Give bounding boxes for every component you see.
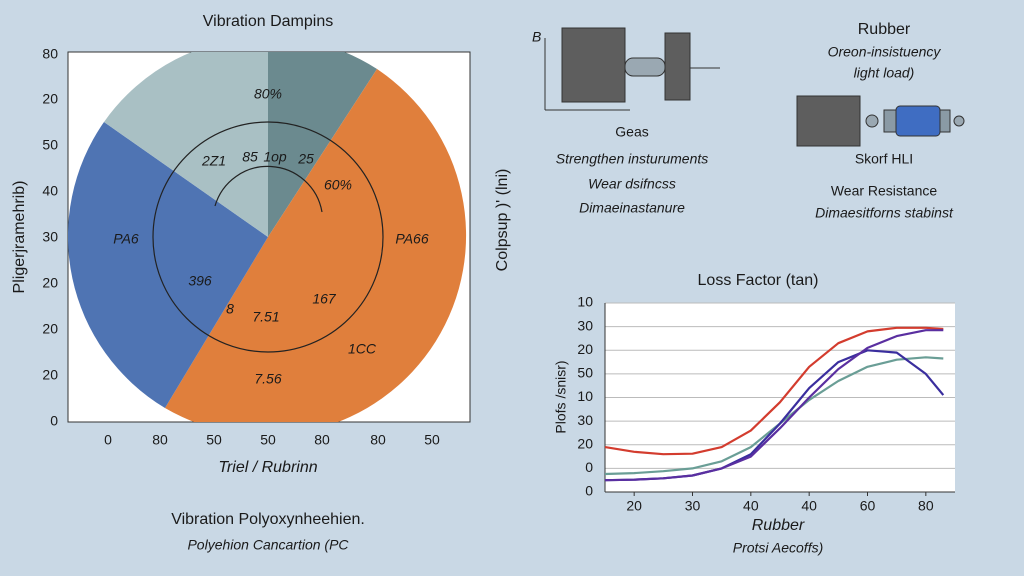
gear-block [664,32,691,101]
slice-label: PA6 [113,231,139,247]
subtitle: Protsi Aecoffs) [733,540,824,556]
line-series [604,326,944,456]
slice-label: 1op [263,149,287,165]
chart-title: Loss Factor (tan) [698,272,819,289]
cap [939,109,951,133]
y-tick-label: 50 [42,137,58,153]
slice-label: 80% [254,86,282,102]
y-tick-label: 0 [50,413,58,429]
y-tick-label: 0 [585,483,593,499]
joint [865,114,879,128]
y-tick-label: 10 [577,388,593,404]
x-tick-label: 80 [314,432,330,448]
diagram-title: Geas [615,124,648,140]
slice-label: PA66 [395,231,428,247]
pie-title: Vibration Dampins [203,13,333,30]
y-tick-label: 10 [577,294,593,310]
slice-label: 7.56 [254,371,281,387]
diagram-line: Dimaeinastanure [579,200,685,216]
slice-label: 85 [242,149,258,165]
y-tick-label: 30 [577,412,593,428]
y-label: Plofs /snisr) [553,360,569,433]
x-tick-label: 80 [370,432,386,448]
rubber-line: Wear Resistance [831,183,938,199]
y-tick-label: 20 [577,435,593,451]
slice [68,122,268,408]
slice-label: 8 [226,301,234,317]
diagram-line: Strengthen insturuments [556,151,709,167]
footer-line: Vibration Polyoxynheehien. [171,511,365,528]
x-tick-label: 20 [626,498,642,514]
rubber-line: Oreon-insistuency [828,44,942,60]
y-tick-label: 20 [42,275,58,291]
y-tick-label: 30 [577,317,593,333]
y-tick-label: 20 [42,367,58,383]
x-tick-label: 80 [918,498,934,514]
y-tick-label: 30 [42,229,58,245]
x-tick-label: 40 [801,498,817,514]
line-series [604,329,944,482]
slice [268,52,377,237]
y-tick-label: 0 [585,459,593,475]
y-tick-label: 20 [577,341,593,357]
gear-block [561,27,626,103]
y-tick-label: 20 [42,91,58,107]
x-tick-label: 30 [685,498,701,514]
diagram-line: Wear dsifncss [588,176,676,192]
y-tick-label: 80 [42,46,58,62]
side-label: Colpsup )' (lni) [494,169,511,272]
x-tick-label: 40 [743,498,759,514]
joint [953,115,965,127]
rubber-line: Dimaesitforns stabinst [815,205,954,221]
slice-label: 25 [297,151,314,167]
slice-label: 167 [312,291,337,307]
slice-label: 7.51 [252,309,279,325]
slice [165,69,467,422]
slice [104,52,268,237]
inner-arc [214,165,323,213]
x-tick-label: 50 [260,432,276,448]
rubber-caption: Skorf HLI [855,151,913,167]
y-tick-label: 50 [577,365,593,381]
diagram-marker: B [532,29,541,45]
rubber-cylinder [895,105,941,137]
x-tick-label: 80 [152,432,168,448]
cap [883,109,897,133]
x-tick-label: 50 [424,432,440,448]
pie [68,52,467,422]
y-label: Pligerjramehrib) [11,181,28,294]
rubber-line: light load) [854,65,915,81]
slice-label: 396 [188,273,212,289]
inner-ring [152,121,384,353]
x-tick-label: 60 [860,498,876,514]
x-tick-label: 50 [206,432,222,448]
slice-label: 1CC [348,341,377,357]
x-tick-label: 0 [104,432,112,448]
x-label: Rubber [752,517,805,534]
slice-label: 60% [324,177,352,193]
rubber-block [796,95,861,147]
x-label: Triel / Rubrinn [218,459,317,476]
slice-label: 2Z1 [201,153,226,169]
rubber-title: Rubber [858,21,911,38]
y-tick-label: 20 [42,321,58,337]
footer-line: Polyehion Cancartion (PC [187,537,349,553]
y-tick-label: 40 [42,183,58,199]
connector [624,57,666,77]
